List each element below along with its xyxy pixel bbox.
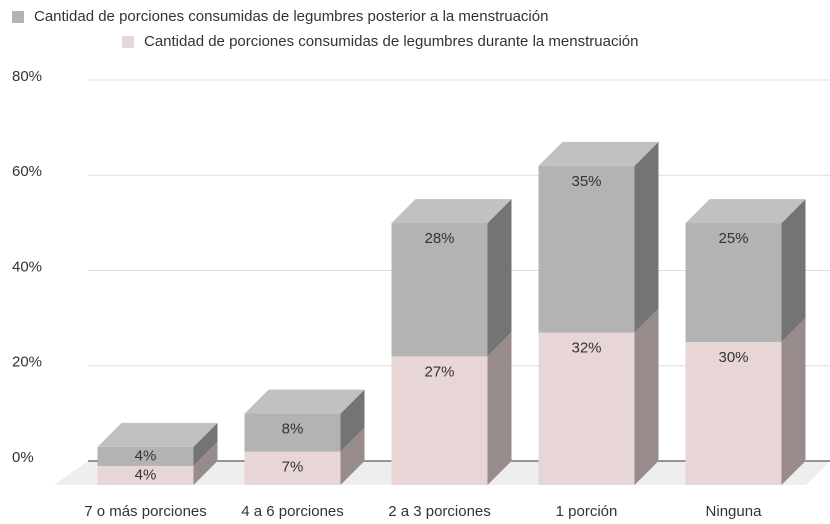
x-tick-label: 1 porción — [556, 503, 618, 520]
bar-side — [487, 332, 512, 485]
data-label: 4% — [135, 447, 157, 464]
data-label: 25% — [718, 230, 748, 247]
data-label: 7% — [282, 459, 304, 476]
bar-side — [340, 389, 365, 452]
bar — [244, 413, 341, 452]
data-label: 32% — [571, 340, 601, 357]
data-label: 8% — [282, 421, 304, 438]
bar — [685, 342, 782, 485]
bar-side — [193, 441, 218, 485]
y-tick-label: 80% — [12, 68, 42, 85]
bar — [244, 451, 341, 485]
y-tick-label: 20% — [12, 354, 42, 371]
x-tick-label: 4 a 6 porciones — [241, 503, 344, 520]
data-label: 35% — [571, 173, 601, 190]
bar-side — [781, 199, 806, 343]
y-tick-label: 40% — [12, 258, 42, 275]
bar — [538, 165, 635, 333]
bar-top — [685, 199, 806, 224]
bar-top — [97, 422, 218, 447]
y-tick-label: 0% — [12, 449, 34, 466]
legend-label: Cantidad de porciones consumidas de legu… — [144, 33, 638, 50]
legend-label: Cantidad de porciones consumidas de legu… — [34, 8, 548, 25]
bar-top — [244, 389, 365, 414]
bar-side — [340, 427, 365, 485]
bar-top — [538, 141, 659, 166]
bar-side — [634, 308, 659, 485]
bar-top — [391, 199, 512, 224]
data-label: 28% — [424, 230, 454, 247]
data-label: 4% — [135, 466, 157, 483]
bar-side — [634, 141, 659, 333]
bar-side — [487, 199, 512, 357]
data-label: 27% — [424, 363, 454, 380]
bar — [391, 223, 488, 357]
bar — [391, 356, 488, 485]
bar — [685, 223, 782, 343]
x-tick-label: 7 o más porciones — [84, 503, 207, 520]
y-tick-label: 60% — [12, 163, 42, 180]
bar-side — [193, 422, 218, 466]
legend-swatch — [122, 36, 134, 48]
bar — [97, 446, 194, 466]
x-tick-label: 2 a 3 porciones — [388, 503, 491, 520]
data-label: 30% — [718, 349, 748, 366]
legend-swatch — [12, 11, 24, 23]
bar-side — [781, 318, 806, 485]
bar — [97, 465, 194, 485]
bar — [538, 332, 635, 485]
x-tick-label: Ninguna — [706, 503, 763, 520]
